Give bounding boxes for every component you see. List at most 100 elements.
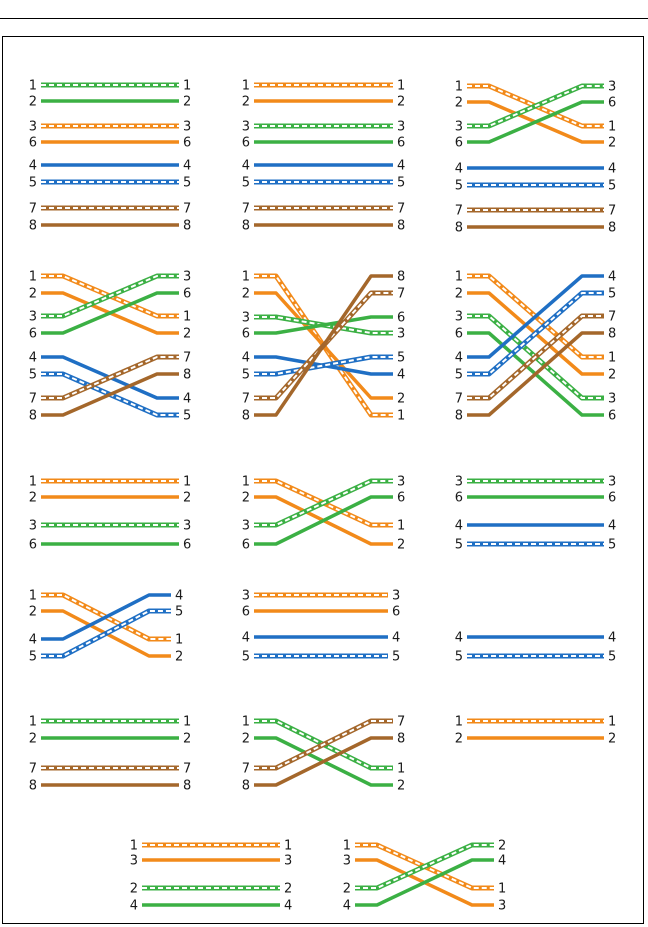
pin-label-right: 7: [608, 204, 616, 219]
pin-label-left: 5: [242, 368, 250, 383]
pin-label-right: 6: [608, 491, 616, 506]
pin-label-left: 7: [242, 392, 250, 407]
pin-label-right: 2: [498, 839, 506, 854]
pin-label-left: 3: [343, 854, 351, 869]
pin-label-right: 6: [397, 136, 405, 151]
pin-label-right: 6: [392, 605, 400, 620]
wire-solid: [254, 736, 393, 787]
pin-label-right: 2: [183, 491, 191, 506]
pin-label-right: 2: [608, 136, 616, 151]
panel-r2c3: 1 1 2 2 3 3 6 6 4 4 5 5 7 7 8 8: [455, 270, 617, 424]
pin-label-left: 2: [242, 491, 250, 506]
pin-label-right: 4: [392, 631, 400, 646]
wire-pin-3: [467, 83, 604, 129]
wire-solid: [41, 291, 179, 335]
pin-label-right: 1: [608, 120, 616, 135]
wire-pin-7: [254, 718, 393, 771]
pin-label-left: 2: [455, 96, 463, 111]
pin-label-right: 3: [397, 120, 405, 135]
panel-r3c3: 3 36 64 45 5: [455, 475, 617, 553]
wire-solid: [254, 495, 393, 546]
pin-label-right: 3: [392, 589, 400, 604]
pin-label-left: 1: [242, 475, 250, 490]
wire-solid: [467, 331, 604, 417]
pin-label-right: 2: [608, 732, 616, 747]
pin-label-right: 7: [183, 762, 191, 777]
pin-label-right: 3: [284, 854, 292, 869]
pin-label-right: 4: [498, 854, 506, 869]
pin-label-left: 1: [242, 270, 250, 285]
pin-label-left: 6: [455, 136, 463, 151]
pin-label-left: 2: [242, 287, 250, 302]
wire-stripe-dashes: [41, 275, 179, 317]
wire-stripe-dashes: [467, 315, 604, 399]
pin-label-left: 8: [29, 779, 37, 794]
pin-label-left: 4: [242, 159, 250, 174]
pin-label-right: 2: [183, 95, 191, 110]
pin-label-left: 3: [29, 310, 37, 325]
pin-label-left: 2: [29, 491, 37, 506]
pin-label-left: 8: [455, 221, 463, 236]
pin-label-left: 5: [29, 176, 37, 191]
wire-pin-7: [467, 313, 604, 401]
wire-solid: [467, 274, 604, 359]
pin-label-left: 1: [242, 715, 250, 730]
pin-label-right: 7: [183, 202, 191, 217]
wire-solid: [41, 372, 179, 417]
wire-stripe-base: [254, 354, 393, 377]
pin-label-right: 7: [183, 351, 191, 366]
pin-label-right: 6: [183, 538, 191, 553]
pin-label-right: 1: [183, 310, 191, 325]
pin-label-right: 5: [608, 538, 616, 553]
pin-label-right: 5: [175, 605, 183, 620]
pin-label-right: 8: [397, 732, 405, 747]
pin-label-left: 8: [29, 219, 37, 234]
pin-label-left: 3: [242, 589, 250, 604]
pin-label-right: 5: [608, 650, 616, 665]
wire-pin-4: [467, 274, 604, 359]
pin-label-right: 3: [183, 120, 191, 135]
pin-label-right: 8: [183, 368, 191, 383]
wire-stripe-dashes: [41, 610, 171, 657]
pin-label-right: 4: [183, 392, 191, 407]
pin-label-left: 2: [343, 882, 351, 897]
pin-label-left: 7: [455, 392, 463, 407]
wire-pin-3: [41, 273, 179, 319]
pin-label-left: 3: [29, 519, 37, 534]
pin-label-right: 1: [397, 409, 405, 424]
pin-label-right: 2: [397, 392, 405, 407]
pin-label-left: 4: [29, 159, 37, 174]
pin-label-left: 1: [29, 475, 37, 490]
pin-label-right: 4: [608, 519, 616, 534]
pin-label-right: 4: [397, 159, 405, 174]
pin-label-right: 3: [183, 270, 191, 285]
wire-stripe-dashes: [41, 594, 171, 640]
pin-label-right: 7: [397, 202, 405, 217]
pin-label-left: 2: [29, 287, 37, 302]
pin-label-right: 2: [175, 650, 183, 665]
pin-label-left: 8: [242, 779, 250, 794]
wire-pin-6: [254, 495, 393, 546]
pin-label-left: 4: [130, 899, 138, 914]
pin-label-right: 7: [397, 287, 405, 302]
wire-pin-8: [467, 331, 604, 417]
pin-label-left: 2: [130, 882, 138, 897]
wire-solid: [41, 593, 171, 641]
wire-pin-7: [41, 354, 179, 401]
pin-label-right: 1: [608, 351, 616, 366]
pin-label-left: 6: [242, 538, 250, 553]
pin-label-right: 5: [183, 409, 191, 424]
pin-label-right: 8: [608, 327, 616, 342]
pin-label-left: 7: [242, 762, 250, 777]
pin-label-right: 5: [183, 176, 191, 191]
pin-label-right: 8: [397, 219, 405, 234]
wire-pin-8: [41, 372, 179, 417]
wire-stripe-dashes: [467, 292, 604, 375]
wire-stripe-dashes: [467, 85, 604, 127]
pin-label-right: 4: [284, 899, 292, 914]
wire-stripe-dashes: [254, 480, 393, 526]
wire-pin-4: [355, 858, 494, 907]
